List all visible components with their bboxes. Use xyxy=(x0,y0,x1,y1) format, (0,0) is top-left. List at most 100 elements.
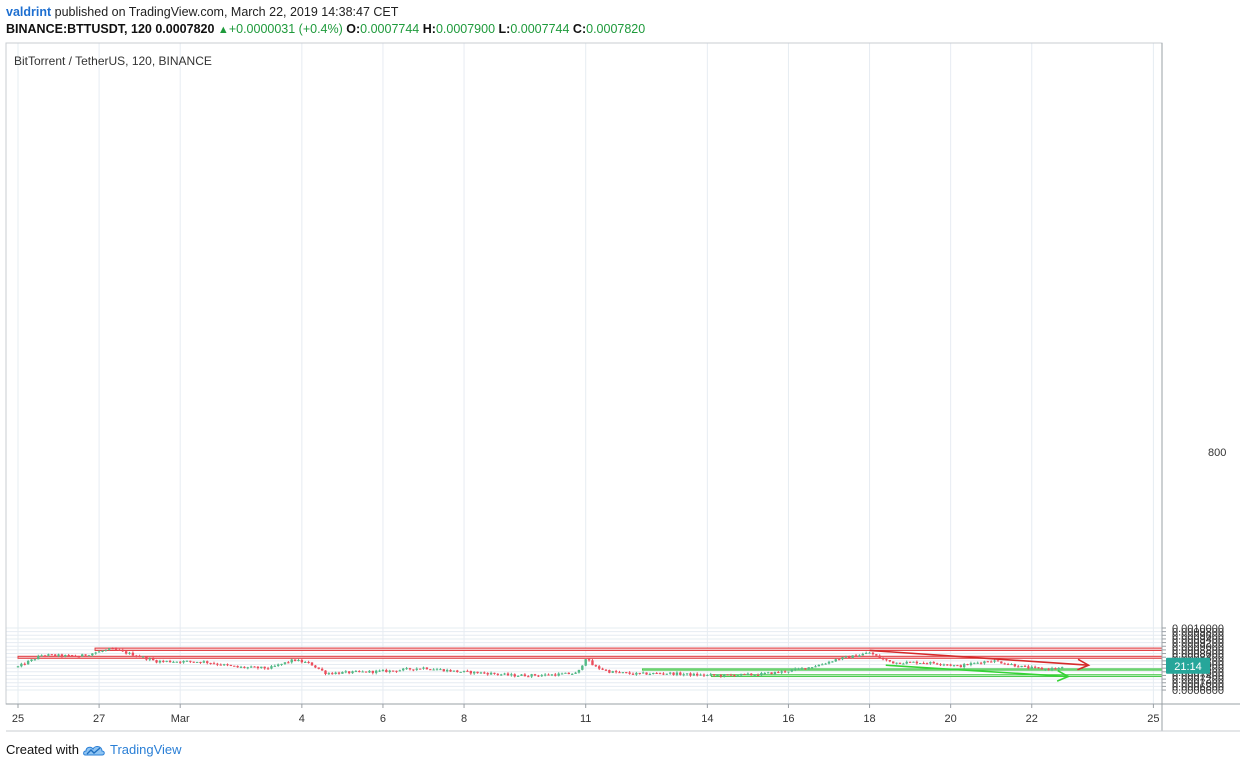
y-tick-label: 0.0007000 xyxy=(1172,678,1224,690)
candle xyxy=(875,653,878,656)
x-tick-label: 14 xyxy=(701,713,713,725)
candle xyxy=(543,673,547,677)
support-zone[interactable] xyxy=(710,674,1163,678)
candle xyxy=(794,667,797,672)
candle xyxy=(554,672,557,677)
candle xyxy=(851,655,854,659)
candle xyxy=(689,672,692,677)
candle xyxy=(844,655,848,659)
candle xyxy=(804,668,807,670)
x-tick-label: 27 xyxy=(93,713,105,725)
price-tag-text: 21:14 xyxy=(1174,661,1202,673)
candle xyxy=(611,670,614,674)
downtrend-arrow[interactable] xyxy=(869,649,1091,671)
candle xyxy=(574,671,577,674)
candle xyxy=(81,653,84,657)
y-tick-label: 0.0009800 xyxy=(1172,627,1224,639)
current-price-label: 21:14 800 xyxy=(1166,447,1226,674)
published-text: published on TradingView.com, March 22, … xyxy=(54,5,399,19)
candle xyxy=(908,661,912,663)
candle xyxy=(1013,663,1017,668)
candle xyxy=(655,672,658,675)
resistance-zone[interactable] xyxy=(94,647,1163,651)
candle xyxy=(662,672,665,676)
candle xyxy=(111,647,114,650)
candle xyxy=(1020,665,1023,668)
candle xyxy=(290,658,293,664)
candle xyxy=(648,672,652,676)
candle xyxy=(151,657,155,661)
close-value: 0.0007820 xyxy=(586,22,646,36)
x-tick-label: 25 xyxy=(12,713,24,725)
candle xyxy=(1057,667,1060,671)
candle xyxy=(476,671,479,674)
candle xyxy=(1010,663,1013,666)
tradingview-link[interactable]: TradingView xyxy=(109,742,182,757)
candle xyxy=(679,671,682,676)
candle xyxy=(483,671,486,674)
candle xyxy=(942,663,946,667)
candle xyxy=(57,653,60,658)
x-tick-label: 8 xyxy=(461,713,467,725)
target-arrow[interactable] xyxy=(885,664,1071,682)
candle xyxy=(861,652,864,656)
candle xyxy=(935,662,939,665)
symbol-ohlc-line: BINANCE:BTTUSDT, 120 0.0007820 ▲+0.00000… xyxy=(6,22,645,36)
candle xyxy=(952,664,956,667)
candle xyxy=(175,661,179,663)
candle xyxy=(668,671,672,675)
candle xyxy=(334,671,337,675)
candle xyxy=(124,650,128,655)
candle xyxy=(949,663,952,667)
candle xyxy=(996,659,1000,662)
candle xyxy=(138,654,141,658)
candle xyxy=(618,670,621,674)
low-label: L: xyxy=(498,22,511,36)
candle xyxy=(304,660,307,664)
high-label: H: xyxy=(422,22,436,36)
candle xyxy=(128,651,131,655)
candle xyxy=(253,666,256,668)
candle xyxy=(763,672,766,675)
candle xyxy=(26,659,30,665)
trend-arrows xyxy=(869,649,1091,682)
candle xyxy=(229,664,233,667)
candle xyxy=(155,659,158,664)
candle xyxy=(449,669,452,672)
candle xyxy=(905,660,908,665)
candle xyxy=(625,671,628,674)
candle xyxy=(834,658,837,662)
candle xyxy=(40,654,43,657)
candle xyxy=(364,671,368,673)
candle xyxy=(601,667,604,671)
candle xyxy=(614,669,618,674)
support-zone[interactable] xyxy=(641,668,1163,671)
chart-title: BitTorrent / TetherUS, 120, BINANCE xyxy=(14,54,212,68)
candle xyxy=(635,671,638,676)
candle xyxy=(783,670,787,673)
price-tag-tail: 800 xyxy=(1208,447,1226,459)
author-name[interactable]: valdrint xyxy=(6,5,52,19)
candle xyxy=(293,659,297,662)
candle xyxy=(888,660,892,663)
candle xyxy=(969,661,973,667)
candle xyxy=(520,674,523,677)
candle xyxy=(327,672,331,675)
candle xyxy=(182,660,185,664)
candle xyxy=(47,653,50,657)
candle xyxy=(736,675,739,678)
candle xyxy=(510,672,513,677)
tradingview-cloud-icon xyxy=(83,745,105,755)
time-axis[interactable]: 25 27 Mar 4 6 8 11 14 16 18 20 22 25 xyxy=(12,704,1160,725)
candle xyxy=(790,668,794,673)
candle xyxy=(172,660,175,663)
candle xyxy=(226,663,229,667)
candle xyxy=(270,664,273,670)
candle xyxy=(466,669,469,672)
plot-frame xyxy=(5,42,1163,705)
candle xyxy=(628,671,631,675)
candle xyxy=(837,658,841,661)
candle xyxy=(195,661,199,663)
candle xyxy=(733,674,736,677)
